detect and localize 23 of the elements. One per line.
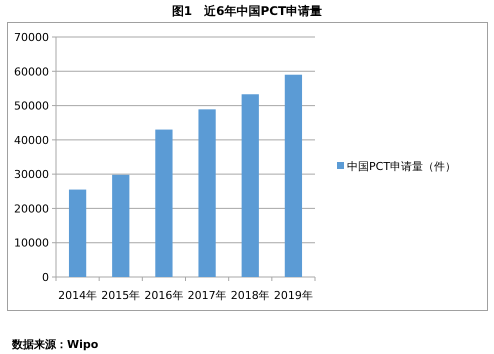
y-tick-label: 70000: [14, 31, 49, 44]
x-tick-label: 2016年: [144, 289, 184, 302]
y-tick-label: 40000: [14, 134, 49, 147]
bar: [68, 190, 86, 277]
y-tick-label: 60000: [14, 65, 49, 78]
bar: [198, 109, 216, 277]
x-tick-label: 2015年: [101, 289, 140, 302]
x-tick-label: 2019年: [274, 289, 313, 302]
bar: [284, 74, 302, 277]
y-tick-label: 20000: [14, 202, 49, 216]
y-tick-label: 0: [42, 271, 49, 284]
y-tick-label: 10000: [14, 236, 49, 250]
x-tick-label: 2017年: [188, 289, 227, 302]
x-tick-label: 2014年: [58, 289, 98, 302]
bar: [242, 94, 259, 277]
source-note: 数据来源：Wipo: [11, 338, 99, 351]
y-tick-label: 50000: [14, 100, 49, 113]
chart-title: 图1 近6年中国PCT申请量: [172, 4, 322, 18]
x-tick-label: 2018年: [230, 289, 270, 302]
bar: [112, 174, 130, 277]
legend-label: 中国PCT申请量（件）: [347, 160, 456, 173]
y-tick-label: 30000: [14, 168, 49, 182]
bar: [155, 130, 173, 277]
